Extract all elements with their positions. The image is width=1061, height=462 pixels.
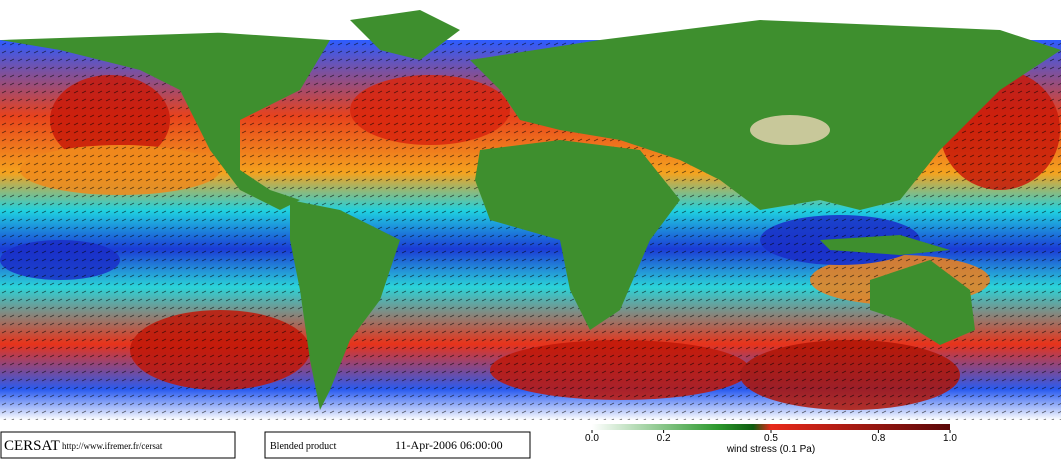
colorbar-tick-label: 0.5 <box>764 433 778 444</box>
brand-box <box>0 431 236 459</box>
colorbar-label: wind stress (0.1 Pa) <box>726 444 815 455</box>
colorbar-tick-label: 0.8 <box>871 433 885 444</box>
continents <box>0 10 1061 410</box>
colorbar <box>592 424 950 430</box>
timestamp: 11-Apr-2006 06:00:00 <box>395 438 503 452</box>
colorbar-tick-label: 0.0 <box>585 433 599 444</box>
colorbar-tick-label: 1.0 <box>943 433 957 444</box>
product: Blended product <box>270 441 337 452</box>
colorbar-tick-label: 0.2 <box>657 433 671 444</box>
plateau <box>750 115 830 145</box>
url: http://www.ifremer.fr/cersat <box>62 441 163 451</box>
product-box <box>264 431 531 459</box>
brand: CERSAT <box>4 438 60 454</box>
